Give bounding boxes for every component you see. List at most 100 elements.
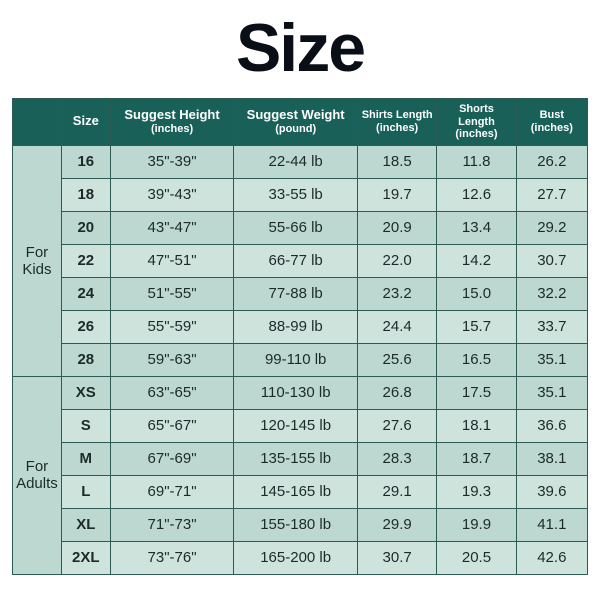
table-row: M67"-69"135-155 lb28.318.738.1 [13, 442, 588, 475]
cell-shirts: 26.8 [357, 376, 436, 409]
group-label-line1: For [13, 244, 61, 261]
cell-shorts: 20.5 [437, 541, 516, 574]
cell-size: L [61, 475, 110, 508]
cell-height: 67"-69" [110, 442, 234, 475]
cell-size: XS [61, 376, 110, 409]
col-header-line2: (inches) [519, 122, 585, 135]
cell-weight: 88-99 lb [234, 310, 358, 343]
cell-weight: 155-180 lb [234, 508, 358, 541]
cell-size: 28 [61, 343, 110, 376]
cell-size: S [61, 409, 110, 442]
cell-shorts: 12.6 [437, 178, 516, 211]
cell-shorts: 14.2 [437, 244, 516, 277]
col-header-6: Bust(inches) [516, 99, 587, 146]
cell-size: M [61, 442, 110, 475]
cell-shorts: 11.8 [437, 145, 516, 178]
cell-weight: 77-88 lb [234, 277, 358, 310]
cell-bust: 27.7 [516, 178, 587, 211]
cell-shirts: 23.2 [357, 277, 436, 310]
col-header-line1: Shorts Length [458, 103, 495, 128]
cell-shorts: 15.7 [437, 310, 516, 343]
table-row: ForAdultsXS63"-65"110-130 lb26.817.535.1 [13, 376, 588, 409]
cell-height: 51"-55" [110, 277, 234, 310]
col-header-4: Shirts Length(inches) [357, 99, 436, 146]
cell-bust: 39.6 [516, 475, 587, 508]
cell-weight: 120-145 lb [234, 409, 358, 442]
cell-weight: 66-77 lb [234, 244, 358, 277]
cell-shorts: 17.5 [437, 376, 516, 409]
table-row: XL71"-73"155-180 lb29.919.941.1 [13, 508, 588, 541]
cell-shorts: 16.5 [437, 343, 516, 376]
cell-height: 69"-71" [110, 475, 234, 508]
table-row: 2XL73"-76"165-200 lb30.720.542.6 [13, 541, 588, 574]
group-label-line2: Adults [13, 475, 61, 492]
cell-size: 22 [61, 244, 110, 277]
group-label: ForKids [13, 145, 62, 376]
table-row: S65"-67"120-145 lb27.618.136.6 [13, 409, 588, 442]
col-header-5: Shorts Length(inches) [437, 99, 516, 146]
cell-height: 63"-65" [110, 376, 234, 409]
cell-height: 39"-43" [110, 178, 234, 211]
cell-shorts: 15.0 [437, 277, 516, 310]
cell-bust: 35.1 [516, 376, 587, 409]
table-row: 2451"-55"77-88 lb23.215.032.2 [13, 277, 588, 310]
cell-height: 65"-67" [110, 409, 234, 442]
col-header-line2: (pound) [236, 123, 355, 136]
col-header-line2: (inches) [360, 122, 434, 135]
table-head: SizeSuggest Height(inches)Suggest Weight… [13, 99, 588, 146]
group-label: ForAdults [13, 376, 62, 574]
table-row: ForKids1635"-39"22-44 lb18.511.826.2 [13, 145, 588, 178]
col-header-line2: (inches) [113, 123, 232, 136]
table-row: 1839"-43"33-55 lb19.712.627.7 [13, 178, 588, 211]
cell-shirts: 19.7 [357, 178, 436, 211]
col-header-0 [13, 99, 62, 146]
cell-shirts: 29.1 [357, 475, 436, 508]
cell-bust: 30.7 [516, 244, 587, 277]
cell-height: 71"-73" [110, 508, 234, 541]
cell-bust: 42.6 [516, 541, 587, 574]
cell-size: 24 [61, 277, 110, 310]
cell-bust: 36.6 [516, 409, 587, 442]
cell-weight: 22-44 lb [234, 145, 358, 178]
col-header-line1: Shirts Length [362, 109, 433, 121]
cell-size: 20 [61, 211, 110, 244]
cell-height: 73"-76" [110, 541, 234, 574]
cell-bust: 29.2 [516, 211, 587, 244]
cell-weight: 33-55 lb [234, 178, 358, 211]
cell-height: 55"-59" [110, 310, 234, 343]
col-header-line1: Suggest Height [124, 107, 219, 122]
cell-weight: 145-165 lb [234, 475, 358, 508]
cell-shorts: 19.3 [437, 475, 516, 508]
table-row: 2859"-63"99-110 lb25.616.535.1 [13, 343, 588, 376]
cell-shirts: 22.0 [357, 244, 436, 277]
cell-shirts: 24.4 [357, 310, 436, 343]
cell-shorts: 19.9 [437, 508, 516, 541]
cell-shirts: 29.9 [357, 508, 436, 541]
header-row: SizeSuggest Height(inches)Suggest Weight… [13, 99, 588, 146]
cell-bust: 32.2 [516, 277, 587, 310]
table-row: 2043"-47"55-66 lb20.913.429.2 [13, 211, 588, 244]
cell-size: XL [61, 508, 110, 541]
cell-height: 35"-39" [110, 145, 234, 178]
table-row: L69"-71"145-165 lb29.119.339.6 [13, 475, 588, 508]
cell-shirts: 25.6 [357, 343, 436, 376]
cell-weight: 99-110 lb [234, 343, 358, 376]
cell-weight: 55-66 lb [234, 211, 358, 244]
cell-bust: 38.1 [516, 442, 587, 475]
cell-size: 2XL [61, 541, 110, 574]
cell-size: 18 [61, 178, 110, 211]
col-header-line1: Suggest Weight [247, 107, 345, 122]
cell-bust: 35.1 [516, 343, 587, 376]
cell-weight: 135-155 lb [234, 442, 358, 475]
table-row: 2247"-51"66-77 lb22.014.230.7 [13, 244, 588, 277]
cell-shirts: 18.5 [357, 145, 436, 178]
cell-shirts: 30.7 [357, 541, 436, 574]
col-header-3: Suggest Weight(pound) [234, 99, 358, 146]
cell-size: 26 [61, 310, 110, 343]
group-label-line2: Kids [13, 261, 61, 278]
table-row: 2655"-59"88-99 lb24.415.733.7 [13, 310, 588, 343]
cell-shirts: 28.3 [357, 442, 436, 475]
group-label-line1: For [13, 458, 61, 475]
col-header-2: Suggest Height(inches) [110, 99, 234, 146]
cell-height: 59"-63" [110, 343, 234, 376]
